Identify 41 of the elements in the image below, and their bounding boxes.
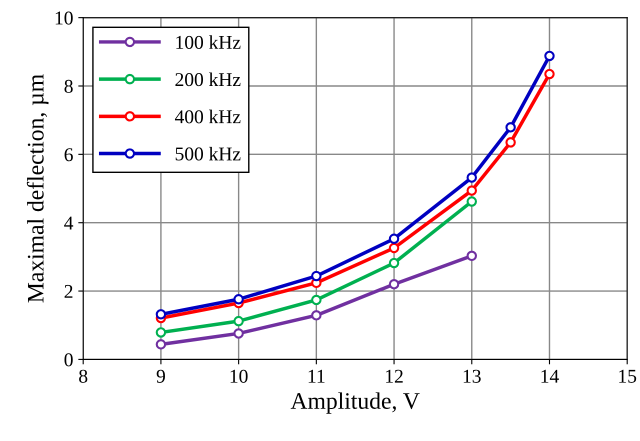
y-tick-label: 0: [64, 353, 73, 366]
x-tick-label: 11: [308, 370, 325, 383]
x-tick-label: 15: [619, 370, 636, 383]
point: [233, 328, 244, 339]
y-tick-label: 4: [64, 216, 74, 230]
point: [388, 279, 400, 290]
legend-label: 400 kHz: [174, 110, 240, 124]
point: [311, 310, 322, 321]
x-tick-label: 8: [79, 370, 88, 383]
x-tick-label: 13: [464, 370, 481, 383]
point: [233, 294, 244, 304]
x-tick-label: 10: [230, 370, 248, 383]
y-tick-label: 10: [56, 11, 73, 25]
legend-label: 100 kHz: [176, 35, 240, 49]
point: [388, 258, 400, 268]
point: [466, 185, 477, 196]
x-tick-label: 14: [541, 370, 559, 383]
point: [466, 172, 477, 183]
y-tick-label: 8: [64, 80, 73, 93]
point: [466, 250, 477, 262]
legend-label: 200 kHz: [175, 72, 240, 86]
point: [544, 68, 555, 80]
x-axis-title: Amplitude, V: [290, 392, 420, 414]
point: [505, 122, 516, 133]
point: [544, 50, 555, 62]
point: [388, 242, 400, 254]
point: [311, 270, 322, 282]
legend-label: 500 kHz: [176, 146, 240, 161]
point: [156, 327, 166, 338]
x-tick-label: 9: [156, 370, 165, 383]
y-tick-label: 6: [64, 148, 73, 162]
point: [505, 137, 516, 148]
y-axis-title: Maximal deflection, µm: [26, 74, 48, 303]
point: [466, 196, 477, 207]
x-tick-label: 12: [386, 370, 403, 383]
point: [388, 234, 400, 244]
point: [233, 316, 244, 326]
y-tick-label: 2: [64, 284, 72, 298]
point: [156, 309, 166, 320]
point: [311, 294, 322, 306]
point: [156, 339, 166, 350]
